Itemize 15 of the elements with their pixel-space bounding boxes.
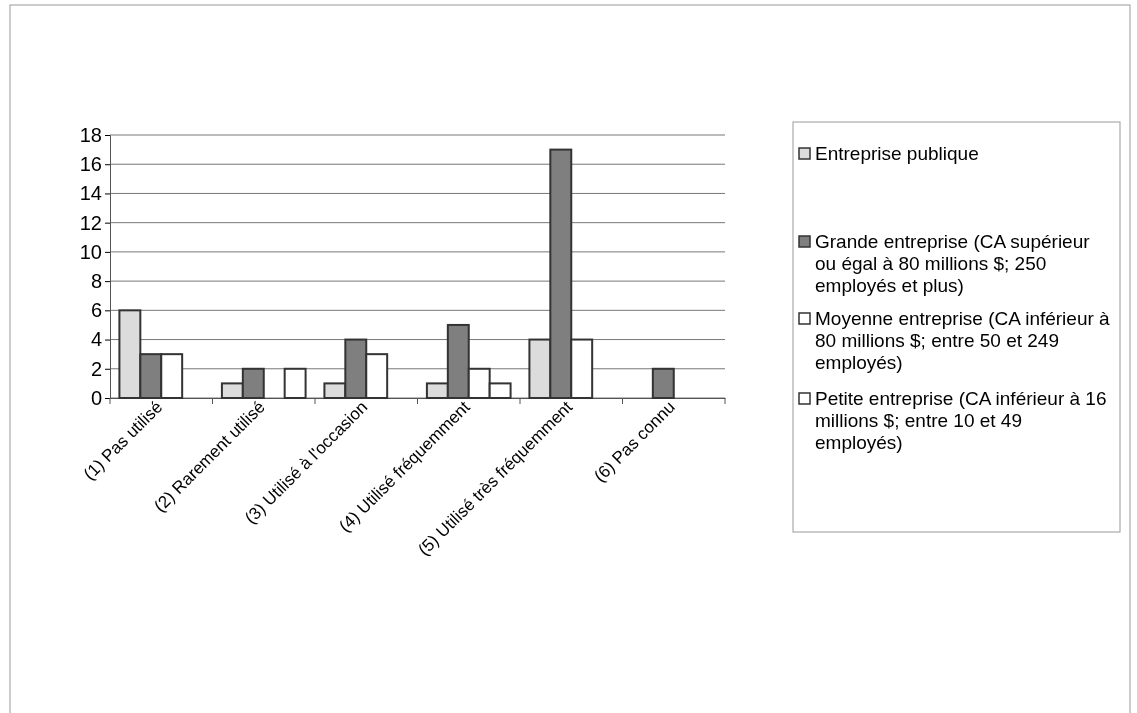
legend-label: Petite entreprise (CA inférieur à 16 millions $; entre 10 et 49 employés) [815,388,1107,453]
y-tick-label: 18 [79,123,102,146]
y-tick-label: 4 [90,328,102,351]
legend-label: Entreprise publique [815,143,979,164]
y-tick-label: 12 [79,211,102,234]
y-tick-label: 10 [79,240,102,263]
y-tick-label: 2 [90,357,102,380]
y-tick-label: 16 [79,153,102,176]
bar [283,367,307,399]
y-tick-label: 14 [79,182,102,205]
y-tick-label: 0 [90,386,102,409]
legend-label: Moyenne entreprise (CA inférieur à 80 millions $; entre 50 et 249 employés) [815,308,1111,373]
legend-label: Grande entreprise (CA supérieur ou égal à 80 millions $; 250 employés et plus) [815,231,1091,296]
y-tick-label: 6 [90,299,102,322]
y-tick-label: 8 [90,270,102,293]
